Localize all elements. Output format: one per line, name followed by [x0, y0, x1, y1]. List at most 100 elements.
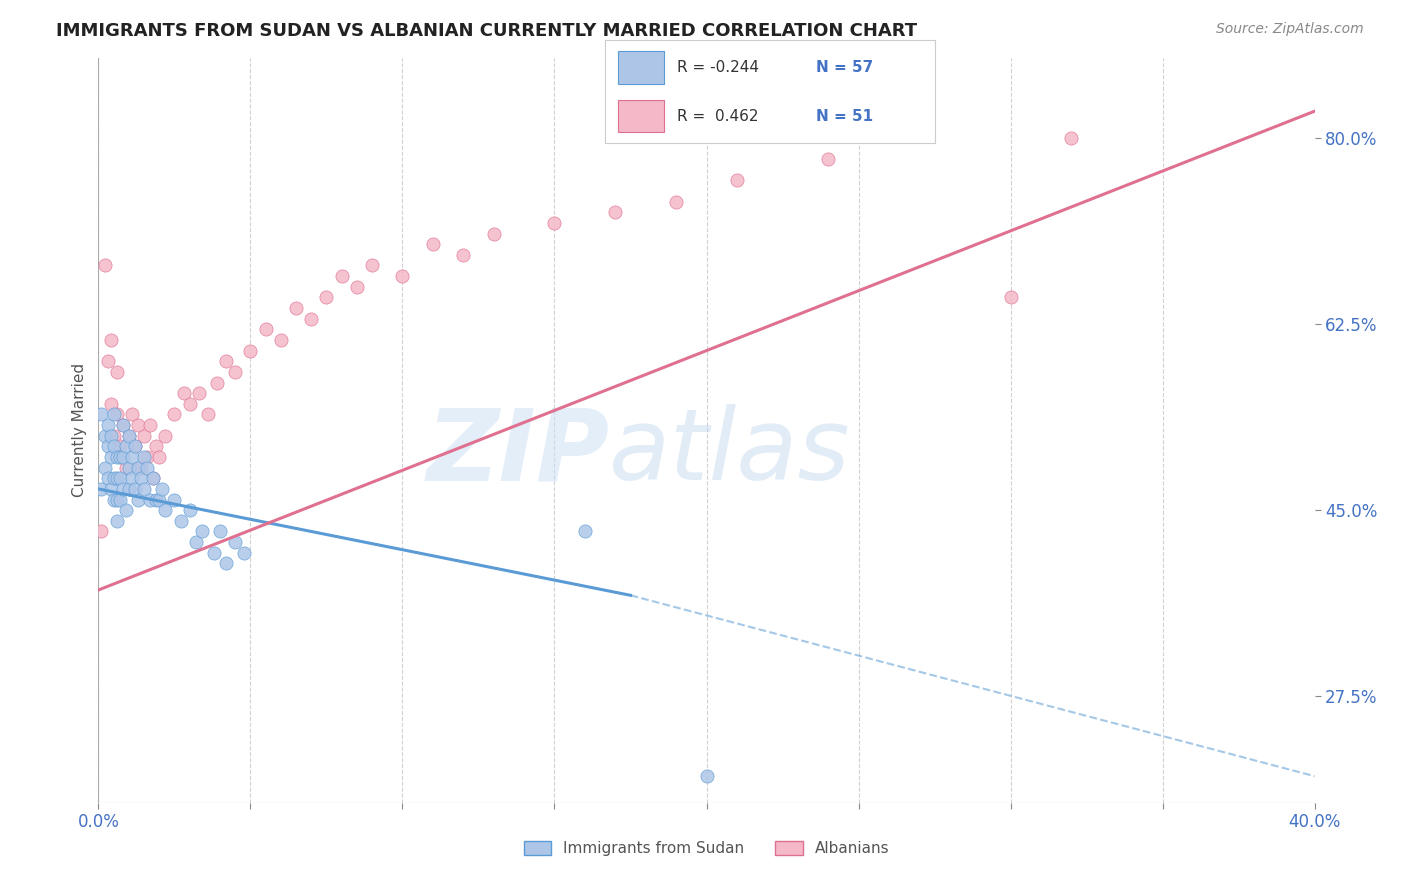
Point — [118, 482, 141, 496]
Point — [215, 557, 238, 571]
Point — [111, 450, 134, 464]
Point — [233, 546, 256, 560]
Point — [142, 471, 165, 485]
Point — [209, 524, 232, 539]
Point — [103, 471, 125, 485]
Point — [103, 408, 125, 422]
Point — [105, 365, 128, 379]
Point — [605, 205, 627, 219]
Text: R = -0.244: R = -0.244 — [678, 61, 759, 75]
Point — [100, 450, 122, 464]
Point — [169, 514, 191, 528]
Point — [163, 492, 186, 507]
Point — [100, 428, 122, 442]
Y-axis label: Currently Married: Currently Married — [72, 363, 87, 498]
Point — [179, 397, 201, 411]
Point — [105, 514, 128, 528]
Point — [118, 428, 141, 442]
Point — [114, 460, 136, 475]
Point — [96, 439, 118, 453]
Point — [696, 769, 718, 783]
Legend: Immigrants from Sudan, Albanians: Immigrants from Sudan, Albanians — [517, 834, 896, 863]
Point — [90, 408, 112, 422]
Point — [100, 333, 122, 347]
Point — [132, 428, 155, 442]
Point — [124, 482, 146, 496]
Point — [361, 259, 384, 273]
Point — [270, 333, 292, 347]
Text: ZIP: ZIP — [426, 404, 609, 501]
FancyBboxPatch shape — [617, 100, 664, 132]
Point — [105, 450, 128, 464]
Point — [187, 386, 209, 401]
Text: R =  0.462: R = 0.462 — [678, 109, 759, 124]
Point — [150, 482, 173, 496]
Point — [197, 408, 219, 422]
Point — [482, 227, 505, 241]
Point — [148, 492, 170, 507]
Point — [224, 365, 246, 379]
Point — [108, 492, 131, 507]
Point — [127, 460, 149, 475]
Point — [132, 482, 155, 496]
Point — [155, 428, 177, 442]
Point — [330, 269, 353, 284]
Point — [127, 492, 149, 507]
Point — [139, 492, 162, 507]
Point — [136, 450, 159, 464]
Point — [121, 408, 143, 422]
Point — [108, 439, 131, 453]
Point — [90, 524, 112, 539]
Point — [103, 428, 125, 442]
Point — [118, 428, 141, 442]
Point — [179, 503, 201, 517]
Point — [254, 322, 277, 336]
Point — [100, 482, 122, 496]
Point — [108, 450, 131, 464]
Point — [93, 460, 115, 475]
Point — [215, 354, 238, 368]
Point — [118, 460, 141, 475]
Point — [148, 450, 170, 464]
Point — [105, 492, 128, 507]
Point — [145, 439, 167, 453]
Point — [142, 471, 165, 485]
Point — [299, 311, 322, 326]
Point — [665, 194, 688, 209]
Point — [285, 301, 308, 315]
Point — [163, 408, 186, 422]
Point — [574, 524, 596, 539]
Point — [105, 408, 128, 422]
Point — [114, 439, 136, 453]
Point — [96, 418, 118, 433]
Point — [121, 450, 143, 464]
Point — [184, 535, 207, 549]
Point — [111, 482, 134, 496]
Point — [96, 471, 118, 485]
Point — [96, 354, 118, 368]
Point — [90, 482, 112, 496]
Text: atlas: atlas — [609, 404, 851, 501]
Point — [124, 439, 146, 453]
Point — [139, 418, 162, 433]
FancyBboxPatch shape — [617, 52, 664, 84]
Point — [129, 460, 152, 475]
Point — [103, 439, 125, 453]
Point — [191, 524, 214, 539]
Point — [202, 546, 225, 560]
Text: IMMIGRANTS FROM SUDAN VS ALBANIAN CURRENTLY MARRIED CORRELATION CHART: IMMIGRANTS FROM SUDAN VS ALBANIAN CURREN… — [56, 22, 917, 40]
Point — [111, 418, 134, 433]
Point — [155, 503, 177, 517]
Point — [422, 237, 444, 252]
Point — [100, 397, 122, 411]
Point — [114, 503, 136, 517]
Point — [108, 471, 131, 485]
Text: Source: ZipAtlas.com: Source: ZipAtlas.com — [1216, 22, 1364, 37]
Point — [346, 279, 368, 293]
Point — [105, 471, 128, 485]
Point — [205, 376, 228, 390]
Point — [173, 386, 195, 401]
Point — [239, 343, 262, 358]
Point — [1000, 290, 1022, 304]
Point — [315, 290, 337, 304]
